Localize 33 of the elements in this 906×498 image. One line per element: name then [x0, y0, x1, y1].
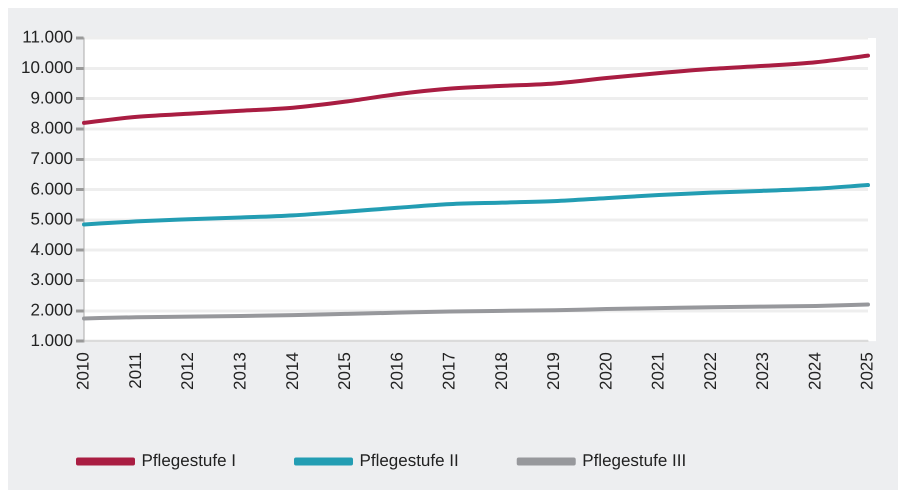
x-tick-label: 2021: [648, 352, 668, 390]
y-tick-label: 5.000: [30, 210, 73, 229]
x-tick-label: 2014: [282, 352, 302, 390]
y-tick-label: 1.000: [30, 330, 73, 350]
x-tick-label: 2015: [335, 352, 354, 390]
y-tick-label: 9.000: [30, 88, 73, 108]
x-tick-label: 2013: [230, 352, 250, 390]
line-series: [82, 54, 870, 125]
x-tick-label: 2022: [700, 352, 720, 390]
y-tick-label: 6.000: [30, 179, 73, 198]
y-tick-label: 10.000: [20, 58, 73, 78]
x-tick-label: 2018: [492, 352, 511, 390]
line-series: [82, 183, 870, 226]
y-tick-label: 4.000: [30, 240, 73, 259]
y-tick-label: 7.000: [30, 148, 73, 168]
x-tick-label: 2020: [596, 352, 616, 390]
y-tick-label: 3.000: [30, 270, 73, 290]
x-tick-label: 2010: [74, 352, 93, 390]
y-tick-label: 11.000: [22, 28, 73, 47]
line-series: [82, 302, 870, 320]
x-tick-label: 2025: [858, 352, 877, 390]
x-tick-label: 2016: [387, 352, 406, 390]
legend-label: Pflegestufe I: [142, 451, 236, 470]
y-tick-label: 8.000: [30, 118, 73, 138]
x-tick-label: 2023: [753, 352, 772, 390]
x-tick-label: 2012: [178, 352, 198, 390]
y-tick-label: 2.000: [30, 300, 73, 320]
legend-label: Pflegestufe II: [360, 451, 459, 470]
x-tick-label: 2019: [544, 352, 564, 390]
x-tick-label: 2011: [126, 352, 145, 389]
legend-label: Pflegestufe III: [582, 451, 686, 470]
x-tick-label: 2017: [440, 352, 459, 390]
x-tick-label: 2024: [805, 352, 824, 390]
